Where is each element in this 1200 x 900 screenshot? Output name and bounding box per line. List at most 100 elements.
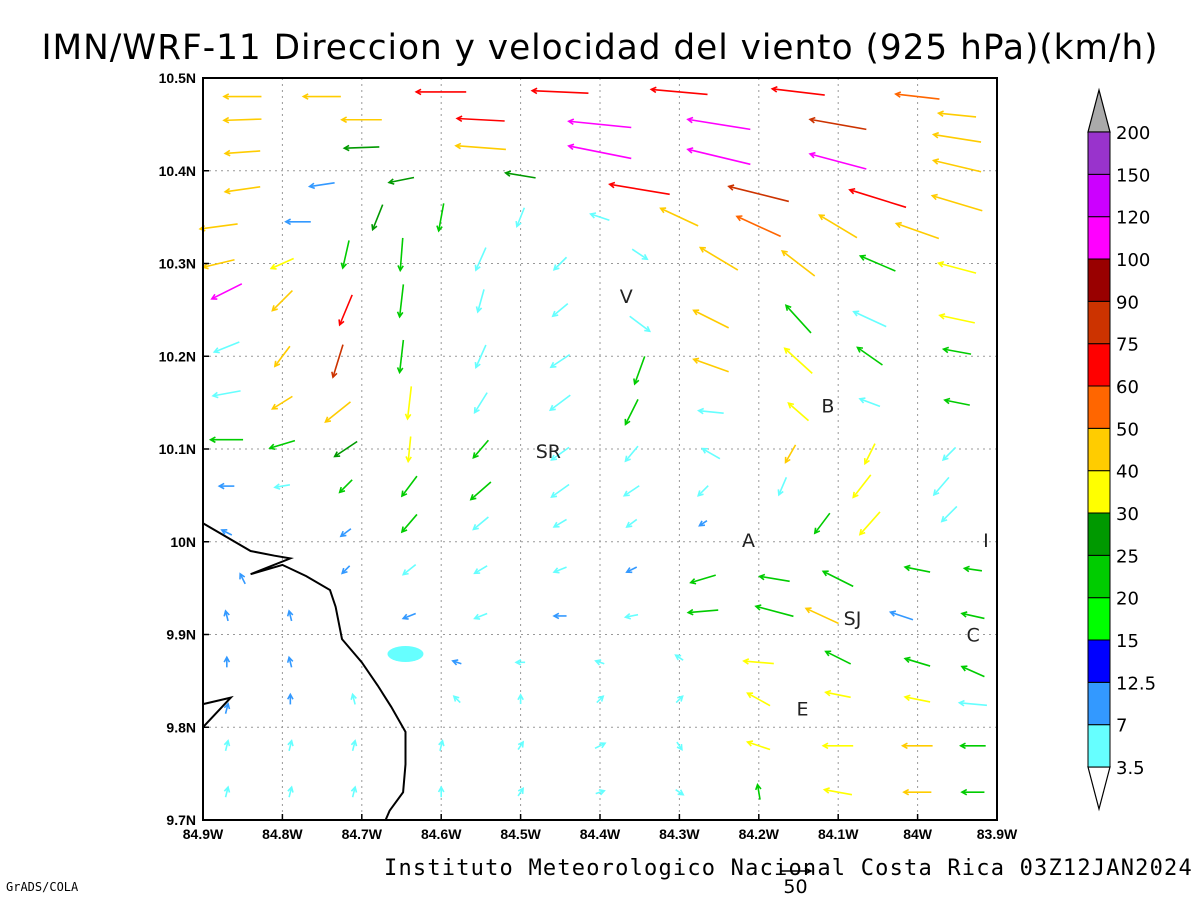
wind-arrow — [758, 573, 790, 583]
wind-arrow — [696, 407, 724, 415]
wind-arrow — [239, 572, 246, 585]
wind-arrow — [689, 574, 716, 585]
wind-arrow — [371, 204, 384, 232]
wind-arrow — [957, 699, 988, 707]
wind-arrow — [625, 566, 638, 574]
wind-arrow — [414, 88, 467, 96]
wind-arrow — [624, 445, 639, 463]
wind-arrow — [595, 788, 606, 796]
colorbar-bin — [1087, 385, 1111, 429]
wind-arrow — [596, 695, 605, 704]
wind-arrow — [223, 655, 231, 668]
map-axes: 84.9W 84.8W 84.7W 84.6W 84.5W 84.4W 84.3W 84.2W… — [159, 70, 1018, 842]
wind-arrow — [340, 565, 351, 575]
wind-arrow — [396, 339, 405, 375]
wind-arrow — [777, 477, 788, 497]
colorbar-bin — [1087, 639, 1111, 683]
wind-arrow — [633, 356, 646, 386]
city-label: SJ — [844, 608, 862, 630]
wind-arrow — [941, 446, 957, 462]
wind-arrow — [208, 436, 244, 444]
wind-arrow — [742, 658, 774, 665]
wind-arrow — [454, 142, 506, 151]
wind-arrow — [686, 608, 719, 616]
wind-arrow — [400, 513, 418, 534]
wind-arrow — [472, 516, 489, 531]
wind-arrow — [223, 186, 261, 195]
wind-arrow — [198, 223, 238, 232]
wind-arrow — [858, 397, 881, 408]
wind-arrow — [474, 247, 487, 272]
wind-arrow — [824, 689, 851, 699]
wind-arrow — [268, 439, 296, 451]
graticule — [202, 77, 998, 821]
wind-arrow — [401, 563, 417, 576]
wind-arrow — [222, 93, 262, 100]
wind-arrow — [746, 692, 771, 707]
wind-arrow — [959, 742, 986, 750]
wind-arrow — [551, 303, 569, 318]
lon-tick-label: 84.1W — [818, 826, 859, 842]
wind-arrow — [698, 246, 739, 271]
wind-arrow — [212, 341, 240, 354]
wind-arrow — [686, 147, 751, 166]
city-label: B — [821, 395, 834, 417]
wind-arrow — [217, 482, 235, 490]
colorbar-bin — [1087, 216, 1111, 260]
wind-arrow — [548, 394, 571, 412]
colorbar-bin — [1087, 258, 1111, 302]
colorbar-label: 20 — [1116, 589, 1139, 610]
wind-arrow — [331, 344, 344, 379]
wind-arrow — [692, 357, 729, 373]
wind-arrow — [821, 742, 854, 750]
wind-arrow — [340, 116, 382, 124]
wind-arrow — [287, 739, 294, 751]
wind-arrow — [405, 436, 412, 464]
wind-arrow — [397, 237, 404, 273]
reference-vector-label: 50 — [783, 876, 807, 898]
wind-arrow — [903, 564, 931, 573]
wind-arrow — [675, 695, 684, 704]
wind-arrow — [515, 207, 526, 229]
wind-arrow — [436, 203, 445, 233]
wind-arrow — [469, 481, 492, 501]
wind-arrow — [222, 116, 262, 124]
wind-arrow — [342, 144, 380, 152]
wind-arrow — [452, 695, 461, 704]
wind-arrow — [350, 739, 358, 751]
wind-arrow — [697, 485, 709, 497]
wind-arrow — [472, 439, 490, 460]
lat-tick-label: 9.8N — [166, 719, 196, 735]
wind-arrow — [387, 176, 415, 185]
water-patch — [387, 645, 424, 662]
wind-arrow — [931, 158, 982, 173]
wind-arrow — [822, 787, 853, 796]
wind-arrow — [474, 344, 487, 370]
city-label: I — [983, 530, 989, 552]
wind-arrow — [625, 518, 638, 528]
wind-arrow — [848, 187, 907, 209]
wind-arrow — [401, 612, 416, 620]
wind-arrow — [624, 399, 639, 426]
figure-title: IMN/WRF-11 Direccion y velocidad del vie… — [41, 28, 1159, 68]
city-label: SR — [536, 441, 561, 463]
colorbar-label: 30 — [1116, 504, 1139, 525]
wind-arrow — [808, 116, 867, 131]
wind-arrow — [338, 294, 353, 327]
wind-arrow — [780, 249, 816, 277]
wind-arrow — [943, 397, 970, 406]
wind-arrow — [700, 447, 721, 460]
wind-arrow — [931, 131, 982, 143]
wind-arrow — [852, 310, 887, 328]
wind-arrow — [727, 184, 789, 203]
wind-arrow — [286, 655, 294, 668]
coastline — [202, 522, 424, 821]
lon-tick-label: 84.7W — [342, 826, 383, 842]
wind-arrow — [824, 650, 852, 665]
wind-arrow — [517, 740, 525, 750]
lon-tick-label: 84.2W — [739, 826, 780, 842]
wind-arrow — [932, 476, 950, 497]
colorbar-label: 40 — [1116, 462, 1139, 483]
colorbar-label: 75 — [1116, 335, 1139, 356]
